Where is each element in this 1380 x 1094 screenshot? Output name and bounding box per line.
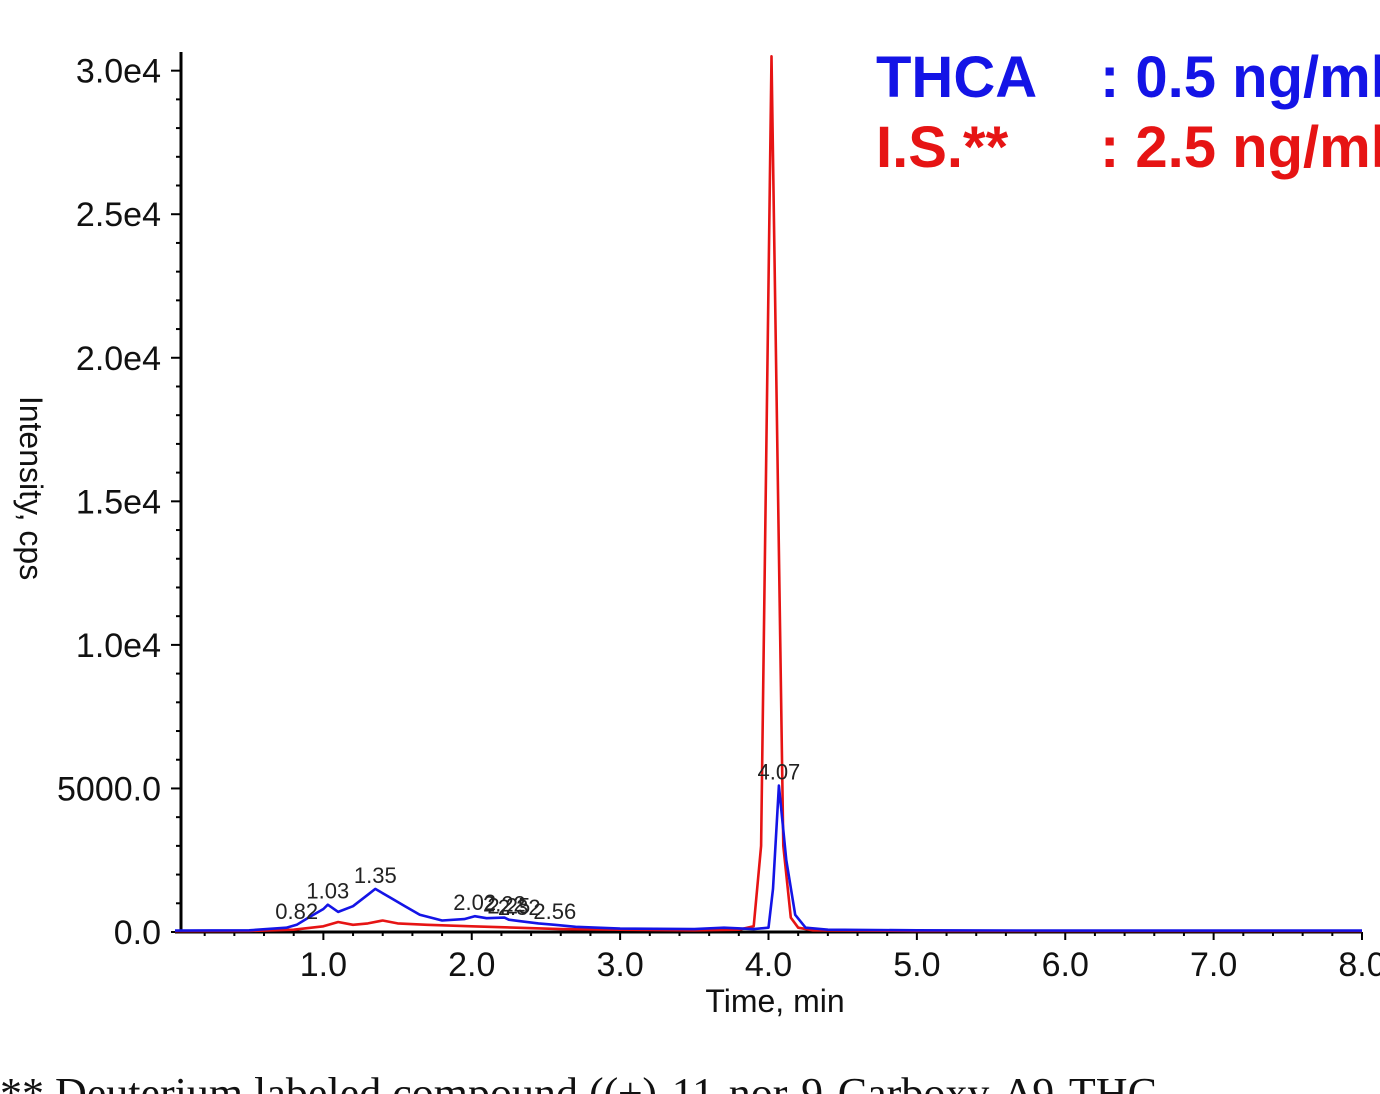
peak-label: 4.07: [757, 760, 800, 785]
footnote: ** Deuterium labeled compound ((±)-11-no…: [0, 1069, 1157, 1094]
y-axis: 0.0 5000.0 1.0e4 1.5e4 2.0e4 2.5e4 3.0e4: [57, 52, 183, 952]
x-tick-label: 6.0: [1042, 946, 1089, 984]
x-axis: 1.0 2.0 3.0 4.0 5.0 6.0 7.0 8.0: [175, 930, 1380, 984]
legend-value: : 0.5 ng/ml: [1100, 45, 1380, 110]
peak-labels: 0.821.031.35 2.022.222.252.322.56 4.07: [275, 760, 800, 924]
peak-label: 2.56: [533, 899, 576, 924]
y-tick-label: 3.0e4: [76, 53, 161, 91]
peak-label: 2.32: [498, 895, 541, 920]
y-tick-label: 2.0e4: [76, 340, 161, 378]
peak-label: 2.02: [453, 890, 496, 915]
legend-value: : 2.5 ng/ml: [1100, 115, 1380, 180]
peak-label: 0.82: [275, 899, 318, 924]
peak-label: 1.03: [306, 879, 349, 904]
x-tick-label: 8.0: [1338, 946, 1380, 984]
x-tick-label: 7.0: [1190, 946, 1237, 984]
y-tick-label: 2.5e4: [76, 196, 161, 234]
legend-name: THCA: [876, 45, 1037, 110]
series-line-thca: [174, 784, 1362, 932]
x-tick-label: 1.0: [300, 946, 347, 984]
y-tick-label: 5000.0: [57, 770, 161, 808]
y-tick-label: 1.5e4: [76, 483, 161, 521]
x-tick-label: 3.0: [596, 946, 643, 984]
y-tick-label: 0.0: [114, 914, 161, 952]
x-axis-title: Time, min: [705, 983, 844, 1019]
series-line-is: [174, 54, 1362, 933]
legend-name: I.S.**: [876, 115, 1009, 180]
y-tick-label: 1.0e4: [76, 627, 161, 665]
peak-label: 2.25: [487, 894, 530, 919]
peak-label: 1.35: [354, 863, 397, 888]
x-tick-label: 4.0: [745, 946, 792, 984]
plot-area: [174, 54, 1362, 933]
legend: THCA : 0.5 ng/ml I.S.** : 2.5 ng/ml: [876, 45, 1380, 180]
peak-label: 2.22: [483, 892, 526, 917]
y-axis-title: Intensity, cps: [13, 396, 49, 580]
x-tick-label: 5.0: [893, 946, 940, 984]
x-tick-label: 2.0: [448, 946, 495, 984]
